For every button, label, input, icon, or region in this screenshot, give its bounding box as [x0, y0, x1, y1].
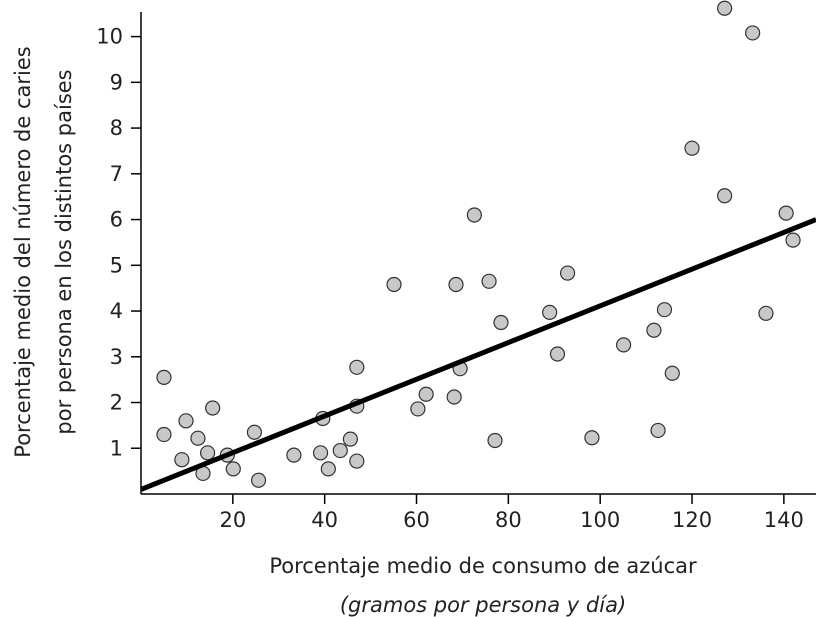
y-tick-label: 4	[110, 299, 123, 323]
y-tick-label: 3	[110, 345, 123, 369]
data-point	[225, 461, 241, 477]
data-point	[745, 25, 761, 41]
y-tick-label: 1	[110, 436, 123, 460]
x-axis-title-line2: (gramos por persona y día)	[340, 593, 626, 617]
y-tick-label: 2	[110, 391, 123, 415]
data-point	[616, 337, 632, 353]
data-point	[349, 359, 365, 375]
x-tick-label: 100	[580, 508, 620, 532]
data-point	[332, 442, 348, 459]
data-point	[156, 369, 172, 385]
data-point	[246, 424, 263, 440]
x-tick-label: 20	[219, 508, 246, 532]
data-point	[717, 0, 733, 16]
data-point	[446, 389, 462, 405]
data-point	[778, 205, 794, 221]
data-point	[549, 346, 566, 362]
y-tick-label: 9	[110, 70, 123, 94]
data-point	[286, 447, 302, 463]
y-tick-label: 8	[110, 116, 123, 140]
trend-line	[140, 217, 816, 492]
data-point	[410, 401, 426, 417]
x-tick-label: 140	[764, 508, 804, 532]
data-point	[250, 472, 267, 488]
y-tick-label: 6	[110, 208, 123, 232]
data-points	[156, 0, 801, 488]
y-axis-title: Porcentaje medio del número de caries	[11, 46, 35, 457]
data-point	[650, 422, 666, 439]
data-point	[684, 140, 700, 156]
data-point	[312, 445, 329, 461]
data-point	[190, 430, 206, 446]
x-axis-ticks: 20 40 60 80 100 120 140	[219, 494, 804, 532]
data-point	[466, 207, 482, 223]
data-point	[487, 432, 503, 449]
x-tick-label: 80	[495, 508, 522, 532]
data-point	[493, 314, 509, 331]
data-point	[178, 413, 194, 429]
x-tick-label: 40	[311, 508, 338, 532]
data-point	[584, 430, 600, 446]
data-point	[785, 232, 801, 248]
axes	[140, 12, 816, 495]
data-point	[646, 322, 662, 338]
data-point	[386, 276, 402, 293]
y-tick-label: 5	[110, 253, 123, 277]
data-point	[199, 445, 216, 461]
data-point	[481, 273, 497, 289]
data-point	[448, 276, 464, 293]
x-axis-title: Porcentaje medio de consumo de azúcar	[269, 554, 697, 578]
y-tick-label: 10	[96, 25, 123, 49]
data-point	[156, 426, 172, 443]
y-axis-title-line2: por persona en los distintos países	[52, 69, 76, 434]
x-tick-label: 120	[672, 508, 712, 532]
x-tick-label: 60	[403, 508, 430, 532]
data-point	[418, 386, 434, 402]
data-point	[349, 453, 365, 469]
data-point	[174, 452, 190, 468]
data-point	[559, 265, 576, 281]
y-tick-label: 7	[110, 162, 123, 186]
data-point	[656, 302, 673, 318]
data-point	[717, 188, 733, 204]
data-point	[758, 305, 774, 321]
y-axis-ticks: 1 2 3 4 5 6 7 8 9 10	[96, 25, 141, 460]
data-point	[664, 365, 680, 381]
data-point	[320, 461, 336, 477]
data-point	[542, 304, 558, 321]
data-point	[342, 431, 358, 447]
data-point	[205, 400, 221, 416]
